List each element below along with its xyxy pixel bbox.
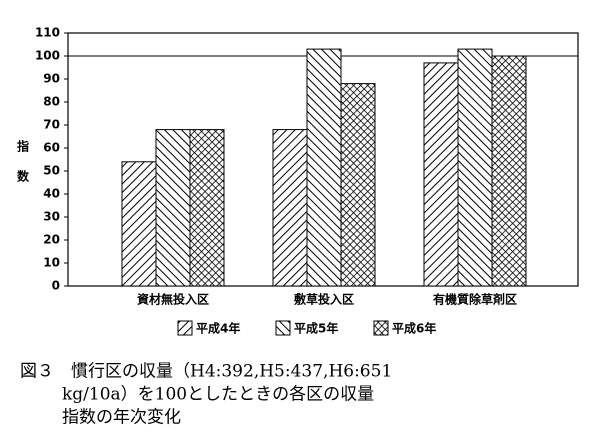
y-tick-label: 90 [43, 72, 60, 86]
legend-label: 平成6年 [392, 321, 436, 336]
bar [189, 129, 225, 287]
legend-swatch [373, 320, 389, 336]
legend-label: 平成4年 [196, 321, 240, 336]
bar [423, 62, 459, 287]
y-tick-label: 60 [43, 141, 60, 155]
bar [272, 129, 308, 287]
y-tick-label: 0 [52, 279, 60, 293]
legend-label: 平成5年 [294, 321, 338, 336]
bar [306, 48, 342, 287]
y-tick-label: 50 [43, 164, 60, 178]
caption-line: kg/10a）を100としたときの各区の収量 [62, 385, 374, 405]
caption-line: 図３ 慣行区の収量（H4:392,H5:437,H6:651 [20, 362, 392, 382]
y-tick-label: 40 [43, 187, 60, 201]
y-tick-label: 20 [43, 233, 60, 247]
bar [121, 161, 157, 287]
caption-line: 指数の年次変化 [62, 408, 181, 428]
y-tick-label: 80 [43, 95, 60, 109]
y-tick-label: 70 [43, 118, 60, 132]
bar [155, 129, 191, 287]
x-tick-label: 敷草投入区 [294, 292, 354, 307]
bar [457, 48, 493, 287]
y-tick-label: 100 [35, 49, 60, 63]
x-tick-label: 有機質除草剤区 [433, 292, 517, 307]
bar [340, 83, 376, 287]
legend-swatch [177, 320, 193, 336]
y-tick-label: 10 [43, 256, 60, 270]
x-tick-label: 資材無投入区 [137, 292, 209, 307]
y-axis-label: 指数 [16, 139, 30, 200]
y-tick-label: 110 [35, 26, 60, 40]
y-tick-label: 30 [43, 210, 60, 224]
bar [491, 55, 527, 287]
legend-swatch [275, 320, 291, 336]
